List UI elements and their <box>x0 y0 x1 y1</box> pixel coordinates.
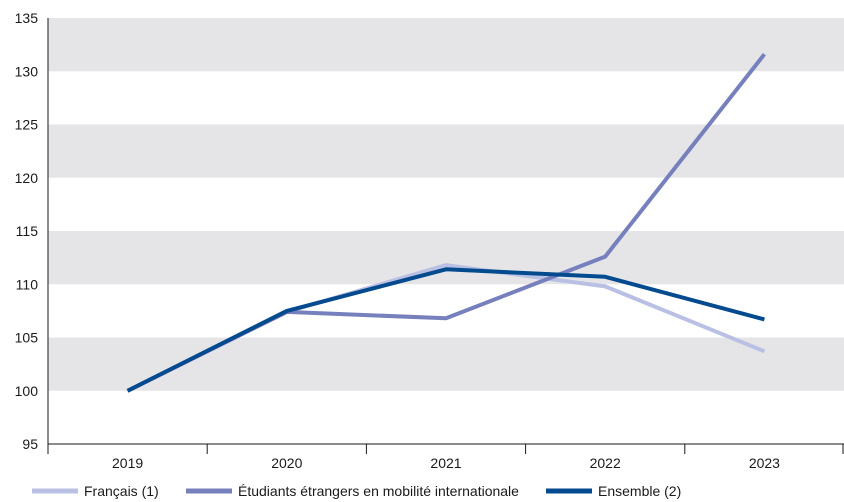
x-tick-label: 2022 <box>590 455 621 471</box>
x-tick-label: 2023 <box>749 455 780 471</box>
y-tick-label: 120 <box>15 170 39 186</box>
y-tick-label: 110 <box>16 276 39 292</box>
x-tick-label: 2019 <box>112 455 143 471</box>
series-lines <box>126 52 766 393</box>
legend-label-2: Étudiants étrangers en mobilité internat… <box>238 483 519 499</box>
grid-band <box>48 18 844 72</box>
legend-label-1: Français (1) <box>84 483 159 499</box>
legend-label-3: Ensemble (2) <box>598 483 681 499</box>
y-tick-label: 130 <box>15 63 39 79</box>
y-tick-label: 135 <box>15 10 39 26</box>
background-bands <box>48 18 844 391</box>
x-axis-ticks: 2019 2020 2021 2022 2023 <box>112 455 780 471</box>
x-tick-label: 2021 <box>430 455 461 471</box>
axes <box>47 18 844 454</box>
grid-band <box>48 337 844 391</box>
y-tick-label: 100 <box>15 383 39 399</box>
series-line-3 <box>126 267 765 393</box>
y-tick-label: 115 <box>16 223 39 239</box>
y-tick-label: 105 <box>15 330 39 346</box>
y-tick-label: 125 <box>15 117 39 133</box>
grid-band <box>48 231 844 285</box>
legend: Français (1) Étudiants étrangers en mobil… <box>32 483 681 499</box>
x-tick-label: 2020 <box>271 455 302 471</box>
grid-band <box>48 124 844 178</box>
y-tick-label: 95 <box>22 436 38 452</box>
y-axis-ticks: 95 100 105 110 115 120 125 130 135 <box>15 10 39 452</box>
